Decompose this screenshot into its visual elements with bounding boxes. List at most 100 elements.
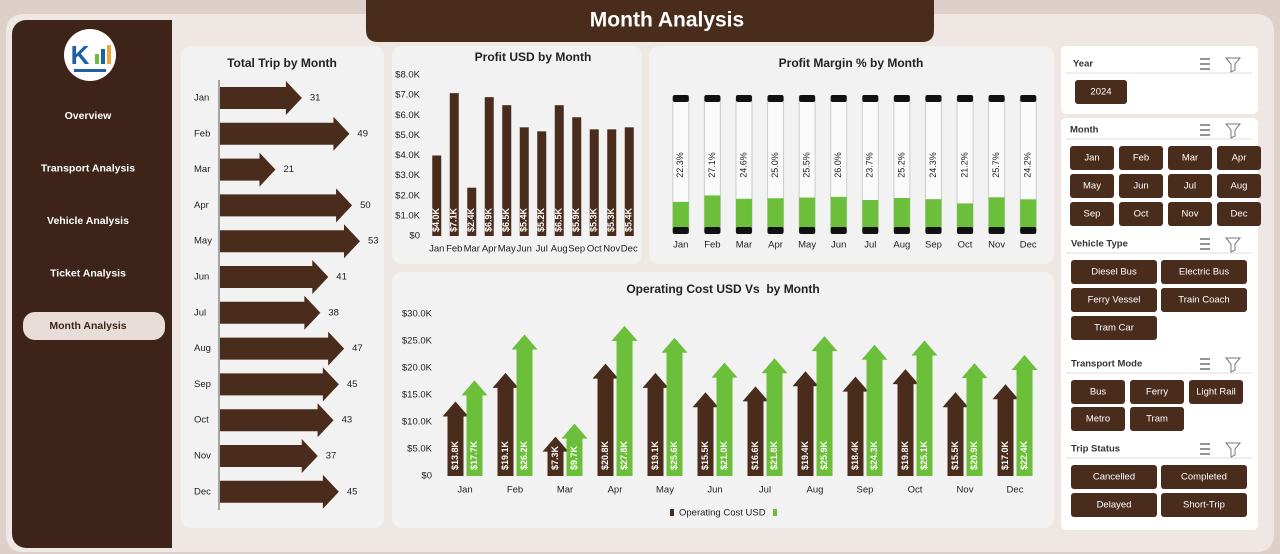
y-tick-label: Feb [194, 128, 210, 139]
slicer-item[interactable]: Feb [1133, 153, 1149, 164]
slicer-button[interactable] [1217, 174, 1261, 198]
slicer-item[interactable]: Aug [1231, 181, 1248, 192]
gauge-cap [893, 227, 910, 234]
slicer-item[interactable]: Train Coach [1178, 295, 1229, 306]
slicer-item[interactable]: Tram Car [1094, 323, 1134, 334]
slicer-item[interactable]: Oct [1134, 209, 1149, 220]
multi-select-icon[interactable] [1200, 443, 1210, 455]
clear-filter-icon[interactable] [1224, 357, 1242, 373]
gauge-fill [799, 197, 816, 232]
slicer-button[interactable] [1161, 260, 1247, 284]
bar [502, 105, 512, 236]
slicer-item[interactable]: Bus [1090, 387, 1107, 398]
slicer-item[interactable]: Cancelled [1093, 472, 1135, 483]
slicer-button[interactable] [1161, 493, 1247, 517]
slicer-item[interactable]: Ferry Vessel [1088, 295, 1141, 306]
svg-text:K: K [71, 40, 90, 70]
y-tick-label: Mar [194, 164, 210, 175]
legend-swatch [773, 509, 777, 516]
gauge-cap [799, 95, 816, 102]
slicer-button[interactable] [1130, 407, 1184, 431]
nav-item[interactable]: Ticket Analysis [50, 267, 126, 279]
slicer-button[interactable] [1119, 202, 1163, 226]
bar [484, 97, 494, 236]
header-tab [366, 0, 934, 42]
clear-filter-icon[interactable] [1224, 123, 1242, 139]
nav-item[interactable]: Month Analysis [49, 320, 126, 332]
slicer-button[interactable] [1161, 288, 1247, 312]
slicer-button[interactable] [1071, 260, 1157, 284]
x-tick-label: Mar [464, 244, 480, 255]
gauge-cap [862, 95, 879, 102]
slicer-button[interactable] [1161, 465, 1247, 489]
nav-item[interactable]: Overview [65, 110, 113, 122]
slicer-button[interactable] [1070, 202, 1114, 226]
multi-select-icon[interactable] [1200, 358, 1210, 370]
slicer-button[interactable] [1168, 174, 1212, 198]
value-label: $19.4K [800, 440, 810, 470]
slicer-item[interactable]: May [1083, 181, 1101, 192]
slicer-item[interactable]: Jun [1133, 181, 1148, 192]
slicer-button[interactable] [1168, 202, 1212, 226]
bar [519, 127, 529, 236]
clear-filter-icon[interactable] [1224, 57, 1242, 73]
slicer-item[interactable]: Ferry [1146, 387, 1168, 398]
slicer-item[interactable]: 2024 [1090, 87, 1111, 98]
slicer-button[interactable] [1071, 316, 1157, 340]
x-tick-label: Jan [457, 485, 472, 496]
arrow-bar [661, 337, 688, 476]
slicer-button[interactable] [1075, 80, 1127, 104]
slicer-button[interactable] [1119, 174, 1163, 198]
slicer-item[interactable]: Nov [1182, 209, 1199, 220]
slicer-item[interactable]: Light Rail [1196, 387, 1236, 398]
multi-select-icon[interactable] [1200, 58, 1210, 70]
y-tick-label: Apr [194, 200, 209, 211]
slicer-button[interactable] [1071, 465, 1157, 489]
slicer-button[interactable] [1071, 380, 1125, 404]
arrow-bar [811, 336, 838, 476]
slicer-item[interactable]: Mar [1182, 153, 1198, 164]
clear-filter-icon[interactable] [1224, 442, 1242, 458]
value-label: 25.0% [770, 152, 780, 178]
value-label: $25.6K [669, 440, 679, 470]
slicer-button[interactable] [1168, 146, 1212, 170]
gauge-cap [735, 227, 752, 234]
x-tick-label: Nov [957, 485, 974, 496]
nav-item[interactable]: Transport Analysis [41, 162, 135, 174]
arrow-bar [442, 401, 469, 476]
slicer-item[interactable]: Delayed [1097, 500, 1132, 511]
slicer-item[interactable]: Tram [1146, 414, 1168, 425]
clear-filter-icon[interactable] [1224, 237, 1242, 253]
slicer-button[interactable] [1070, 146, 1114, 170]
slicer-item[interactable]: Diesel Bus [1091, 267, 1137, 278]
slicer-button[interactable] [1189, 380, 1243, 404]
slicer-item[interactable]: Short-Trip [1183, 500, 1225, 511]
value-label: 25.2% [896, 152, 906, 178]
slicer-button[interactable] [1217, 202, 1261, 226]
nav-item[interactable]: Vehicle Analysis [47, 215, 129, 227]
value-label: 24.3% [928, 152, 938, 178]
x-tick-label: Feb [704, 240, 720, 251]
slicer-item[interactable]: Jul [1184, 181, 1196, 192]
multi-select-icon[interactable] [1200, 124, 1210, 136]
slicer-item[interactable]: Completed [1181, 472, 1227, 483]
slicer-button[interactable] [1217, 146, 1261, 170]
slicer-item[interactable]: Electric Bus [1179, 267, 1229, 278]
y-tick-label: Oct [194, 415, 209, 426]
arrow-bar [220, 152, 276, 187]
slicer-button[interactable] [1071, 407, 1125, 431]
slicer-button[interactable] [1119, 146, 1163, 170]
slicer-item[interactable]: Dec [1231, 209, 1248, 220]
slicer-item[interactable]: Sep [1084, 209, 1101, 220]
gauge-cap [735, 95, 752, 102]
slicer-button[interactable] [1130, 380, 1184, 404]
multi-select-icon[interactable] [1200, 238, 1210, 250]
slicer-title: Year [1073, 59, 1093, 70]
slicer-button[interactable] [1071, 288, 1157, 312]
arrow-bar [220, 260, 329, 294]
slicer-item[interactable]: Metro [1086, 414, 1110, 425]
slicer-item[interactable]: Jan [1084, 153, 1099, 164]
slicer-button[interactable] [1070, 174, 1114, 198]
slicer-item[interactable]: Apr [1232, 153, 1247, 164]
slicer-button[interactable] [1071, 493, 1157, 517]
